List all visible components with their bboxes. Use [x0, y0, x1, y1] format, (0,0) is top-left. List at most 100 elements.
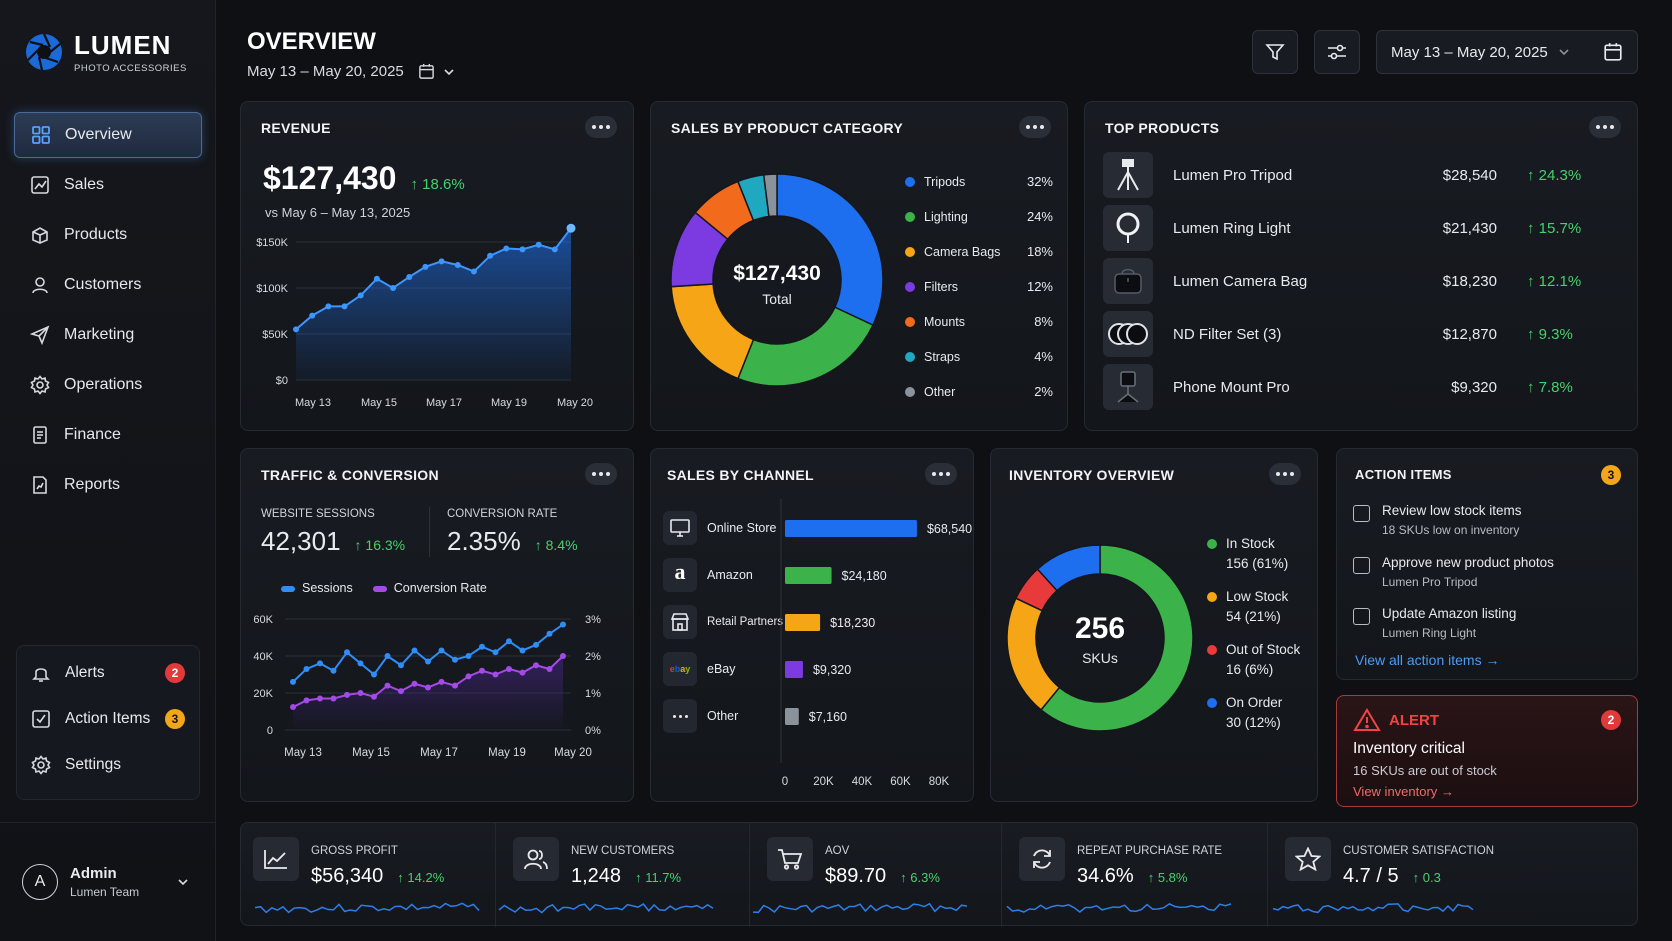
kpi-new-customers[interactable]: NEW CUSTOMERS 1,248 ↑ 11.7% — [513, 823, 758, 923]
users-icon — [513, 837, 559, 881]
y-left-tick-label: 20K — [253, 688, 273, 700]
product-row[interactable]: Lumen Ring Light $21,430 ↑ 15.7% — [1103, 203, 1593, 253]
kpi-label: NEW CUSTOMERS — [571, 845, 675, 857]
date-range-picker[interactable]: May 13 – May 20, 2025 — [1376, 30, 1638, 74]
legend-item: Filters 12% — [905, 269, 1053, 304]
action-items-link[interactable]: Action Items 3 — [17, 696, 199, 742]
x-tick-label: May 17 — [420, 747, 458, 759]
arrow-right-icon: → — [1485, 652, 1500, 668]
view-all-actions-link[interactable]: View all action items → — [1355, 652, 1499, 668]
kpi-sparkline — [1006, 903, 1232, 913]
more-options-button[interactable] — [585, 463, 617, 485]
inventory-center-label: SKUs — [1082, 650, 1118, 666]
action-checkbox[interactable] — [1353, 608, 1370, 625]
adjust-button[interactable] — [1314, 30, 1360, 74]
x-tick-label: 80K — [929, 776, 950, 788]
x-tick-label: May 17 — [426, 397, 462, 409]
bar-value-label: $9,320 — [813, 663, 851, 677]
nav-item-overview[interactable]: Overview — [14, 112, 202, 158]
action-checkbox[interactable] — [1353, 557, 1370, 574]
star-icon — [1285, 837, 1331, 881]
card-title: SALES BY CHANNEL — [667, 467, 814, 483]
revenue-point — [422, 263, 429, 270]
nav-item-sales[interactable]: Sales — [14, 162, 202, 208]
action-count-badge: 3 — [1601, 465, 1621, 485]
x-tick-label: May 20 — [557, 397, 593, 409]
action-checkbox[interactable] — [1353, 505, 1370, 522]
legend-label: Mounts — [924, 314, 965, 329]
user-menu[interactable]: A Admin Lumen Team — [0, 822, 216, 941]
product-row[interactable]: Lumen Pro Tripod $28,540 ↑ 24.3% — [1103, 150, 1593, 200]
box-icon — [32, 227, 48, 244]
legend-value: 24% — [1026, 209, 1053, 224]
more-options-button[interactable] — [925, 463, 957, 485]
series-point — [371, 671, 377, 678]
product-revenue: $28,540 — [1442, 166, 1497, 184]
legend-swatch — [905, 351, 915, 362]
channel-label: Other — [707, 709, 739, 723]
x-tick-label: 60K — [890, 776, 911, 788]
brand-name: LUMEN — [74, 30, 172, 60]
chevron-down-icon — [178, 879, 188, 886]
aperture-icon — [26, 33, 62, 71]
revenue-point — [406, 273, 413, 280]
action-item: Approve new product photos Lumen Pro Trip… — [1353, 555, 1554, 589]
nav-item-customers[interactable]: Customers — [14, 262, 202, 308]
kpi-repeat-purchase[interactable]: REPEAT PURCHASE RATE 34.6% ↑ 5.8% — [1019, 823, 1264, 923]
category-donut-chart — [670, 173, 884, 387]
inventory-center: 256 SKUs — [1003, 612, 1197, 666]
kpi-satisfaction[interactable]: CUSTOMER SATISFACTION 4.7 / 5 ↑ 0.3 — [1285, 823, 1585, 923]
user-icon — [32, 277, 48, 294]
warning-icon — [1353, 708, 1381, 731]
cart-icon — [767, 837, 813, 881]
inventory-legend: In Stock 156 (61%) Low Stock 54 (21%) Out of… — [1207, 534, 1317, 746]
product-name: Lumen Camera Bag — [1173, 272, 1308, 290]
donut-slice — [762, 173, 778, 218]
kpi-aov[interactable]: AOV $89.70 ↑ 6.3% — [767, 823, 1012, 923]
more-options-button[interactable] — [1269, 463, 1301, 485]
legend-swatch — [905, 281, 915, 292]
alerts-link[interactable]: Alerts 2 — [17, 650, 199, 696]
legend-sessions: Sessions — [281, 581, 353, 595]
product-row[interactable]: ND Filter Set (3) $12,870 ↑ 9.3% — [1103, 309, 1593, 359]
series-point — [479, 643, 485, 650]
nav-item-operations[interactable]: Operations — [14, 362, 202, 408]
nav-item-reports[interactable]: Reports — [14, 462, 202, 508]
series-point — [303, 665, 310, 672]
revenue-point — [341, 303, 348, 310]
link-text: View all action items — [1355, 652, 1482, 668]
revenue-point — [551, 246, 558, 253]
kpi-gross-profit[interactable]: GROSS PROFIT $56,340 ↑ 14.2% — [253, 823, 498, 923]
action-items-label: Action Items — [65, 710, 151, 727]
ebay-icon: ebay — [663, 652, 697, 686]
nav-item-products[interactable]: Products — [14, 212, 202, 258]
more-options-button[interactable] — [1589, 116, 1621, 138]
product-row[interactable]: Phone Mount Pro $9,320 ↑ 7.8% — [1103, 362, 1593, 412]
more-options-button[interactable] — [585, 116, 617, 138]
nav-item-marketing[interactable]: Marketing — [14, 312, 202, 358]
nav-item-finance[interactable]: Finance — [14, 412, 202, 458]
brand-logo[interactable]: LUMEN PHOTO ACCESSORIES — [24, 30, 187, 74]
page-title: OVERVIEW — [247, 28, 376, 55]
y-left-tick-label: 0 — [267, 725, 273, 737]
kpi-value: $56,340 — [311, 865, 384, 887]
donut-slice — [776, 173, 884, 327]
settings-link[interactable]: Settings — [17, 742, 199, 788]
settings-label: Settings — [65, 756, 122, 773]
more-options-button[interactable] — [1019, 116, 1051, 138]
grid-icon — [32, 126, 50, 144]
legend-label: Lighting — [924, 209, 968, 224]
legend-value: 30 (12%) — [1226, 715, 1281, 730]
legend-label: Camera Bags — [924, 244, 1001, 259]
view-inventory-link[interactable]: View inventory → — [1353, 784, 1454, 799]
legend-label: Other — [924, 384, 956, 399]
arrow-right-icon: → — [1440, 784, 1454, 799]
card-title: INVENTORY OVERVIEW — [1009, 467, 1175, 483]
header-date-range[interactable]: May 13 – May 20, 2025 — [247, 63, 455, 80]
product-row[interactable]: Lumen Camera Bag $18,230 ↑ 12.1% — [1103, 256, 1593, 306]
revenue-point — [454, 262, 461, 268]
channel-row: a Amazon — [663, 555, 753, 595]
filter-button[interactable] — [1252, 30, 1298, 74]
legend-item: Low Stock 54 (21%) — [1207, 587, 1317, 640]
product-revenue: $12,870 — [1442, 325, 1497, 343]
